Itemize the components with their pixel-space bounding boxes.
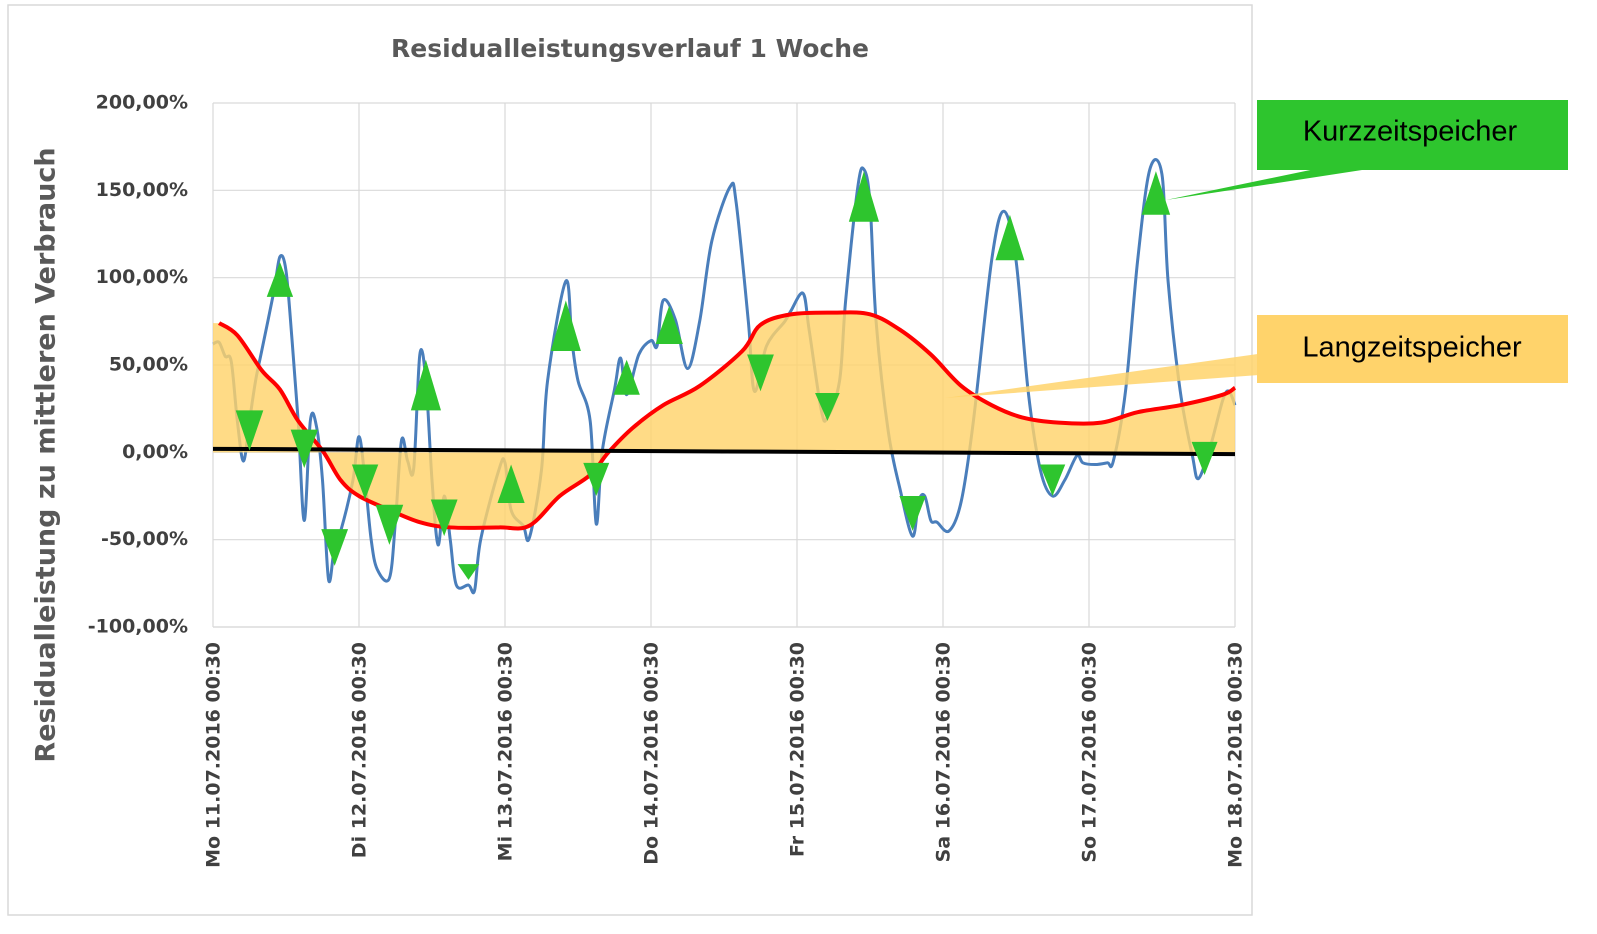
x-tick-label: So 17.07.2016 00:30	[1079, 642, 1101, 863]
storage-marker	[375, 504, 404, 545]
callout-pointer	[1166, 168, 1375, 200]
y-tick-label: 0,00%	[122, 441, 188, 463]
x-tick-label: Do 14.07.2016 00:30	[641, 642, 663, 865]
area	[213, 312, 1235, 529]
x-tick-label: Mo 18.07.2016 00:30	[1225, 642, 1247, 868]
callout-box	[1257, 315, 1568, 383]
storage-marker	[613, 359, 640, 395]
storage-marker	[995, 214, 1025, 261]
y-tick-label: -100,00%	[88, 616, 188, 638]
storage-marker	[655, 305, 683, 345]
y-tick-label: -50,00%	[101, 528, 188, 550]
plot-area: -100,00% -50,00% 0,00% 50,00% 100,00% 150,00%…	[88, 92, 1247, 868]
storage-marker	[1141, 171, 1171, 215]
storage-marker	[290, 429, 318, 469]
x-tick-label: Sa 16.07.2016 00:30	[933, 642, 955, 862]
storage-marker	[550, 300, 581, 352]
storage-marker	[321, 529, 349, 566]
chart-title: Residualleistungsverlauf 1 Woche	[391, 34, 869, 63]
x-tick-label: Fr 15.07.2016 00:30	[787, 642, 809, 857]
storage-marker	[430, 499, 458, 537]
storage-marker	[583, 462, 610, 496]
storage-marker	[1191, 441, 1218, 476]
x-tick-label: Mi 13.07.2016 00:30	[495, 642, 517, 861]
callout-pointer	[945, 348, 1300, 398]
line	[212, 446, 1236, 457]
storage-marker	[899, 496, 926, 531]
storage-marker	[747, 354, 774, 392]
storage-marker	[266, 261, 294, 297]
storage-marker	[1039, 464, 1066, 496]
y-tick-label: 100,00%	[96, 266, 188, 288]
callout-box	[1257, 100, 1568, 170]
chart-frame	[7, 4, 1253, 916]
y-axis-title: Residualleistung zu mittleren Verbrauch	[31, 147, 62, 762]
y-tick-label: 150,00%	[96, 179, 188, 201]
storage-marker	[848, 171, 879, 222]
storage-marker	[235, 410, 264, 451]
line	[217, 310, 1237, 531]
x-tick-label: Di 12.07.2016 00:30	[349, 642, 371, 858]
callout-label: Kurzzeitspeicher	[1303, 116, 1518, 148]
storage-marker	[815, 392, 840, 421]
storage-marker	[410, 359, 441, 411]
x-tick-label: Mo 11.07.2016 00:30	[203, 642, 225, 868]
y-tick-label: 200,00%	[96, 92, 188, 114]
storage-marker	[351, 464, 379, 500]
storage-marker	[497, 464, 525, 503]
storage-marker	[457, 564, 480, 580]
y-tick-label: 50,00%	[109, 354, 188, 376]
callout-label: Langzeitspeicher	[1302, 332, 1522, 364]
